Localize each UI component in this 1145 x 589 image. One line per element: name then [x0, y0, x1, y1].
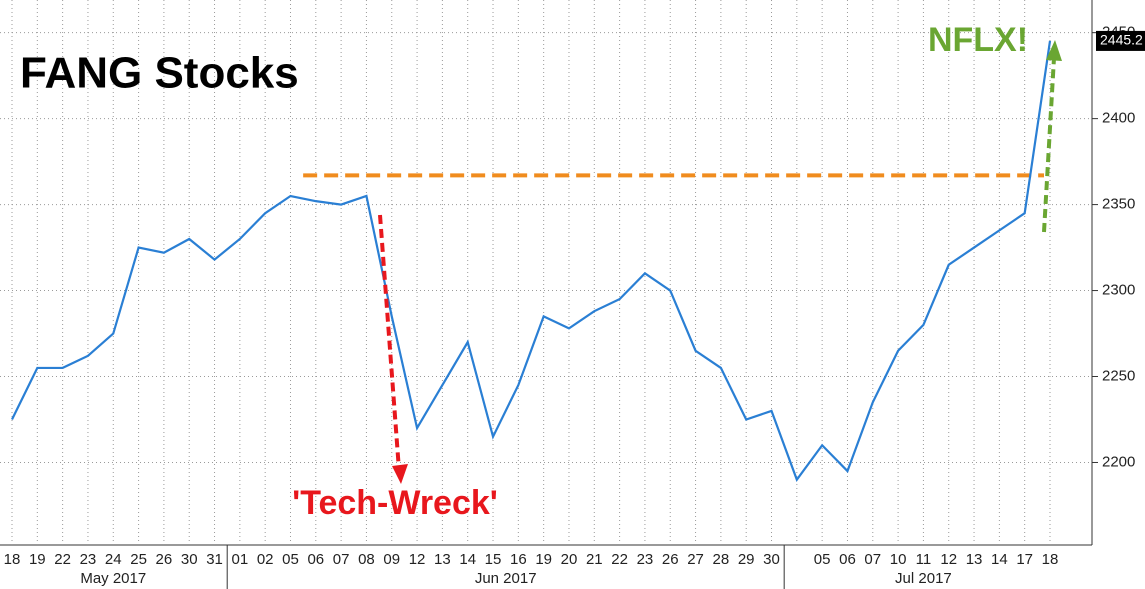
last-value-label: 2445.2 [1100, 32, 1143, 48]
x-tick-label: 24 [105, 551, 122, 568]
x-tick-label: 13 [966, 551, 983, 568]
month-label: May 2017 [80, 570, 146, 587]
y-tick-label: 2250 [1102, 367, 1135, 384]
tech-wreck-arrow [378, 214, 401, 471]
chart-title: FANG Stocks [20, 49, 299, 98]
x-tick-label: 12 [409, 551, 426, 568]
x-tick-label: 17 [1016, 551, 1033, 568]
x-tick-label: 31 [206, 551, 223, 568]
x-tick-label: 13 [434, 551, 451, 568]
y-tick-label: 2350 [1102, 196, 1135, 213]
x-tick-label: 28 [713, 551, 730, 568]
annotation: NFLX! [928, 21, 1028, 59]
x-tick-label: 05 [282, 551, 299, 568]
x-tick-label: 08 [358, 551, 375, 568]
x-tick-label: 14 [991, 551, 1008, 568]
x-tick-label: 02 [257, 551, 274, 568]
x-tick-label: 09 [383, 551, 400, 568]
x-tick-label: 06 [839, 551, 856, 568]
x-tick-label: 15 [485, 551, 502, 568]
x-tick-label: 12 [940, 551, 957, 568]
x-tick-label: 11 [916, 551, 932, 568]
annotation: 'Tech-Wreck' [292, 484, 498, 522]
x-tick-label: 10 [890, 551, 907, 568]
x-tick-label: 25 [130, 551, 147, 568]
x-tick-label: 23 [80, 551, 97, 568]
x-tick-label: 06 [307, 551, 324, 568]
x-tick-label: 26 [662, 551, 679, 568]
month-label: Jul 2017 [895, 570, 952, 587]
x-tick-label: 19 [535, 551, 552, 568]
x-tick-label: 05 [814, 551, 831, 568]
x-tick-label: 22 [54, 551, 71, 568]
x-tick-label: 18 [1042, 551, 1059, 568]
month-label: Jun 2017 [475, 570, 537, 587]
x-tick-label: 21 [586, 551, 603, 568]
tech-wreck-arrowhead [392, 464, 408, 484]
y-tick-label: 2400 [1102, 110, 1135, 127]
x-tick-label: 01 [232, 551, 249, 568]
nflx-arrowhead [1046, 40, 1062, 61]
y-tick-label: 2300 [1102, 282, 1135, 299]
x-tick-label: 19 [29, 551, 46, 568]
last-value-box [1096, 30, 1145, 51]
x-tick-label: 22 [611, 551, 628, 568]
x-tick-label: 26 [156, 551, 173, 568]
x-tick-label: 30 [763, 551, 780, 568]
y-tick-label: 2200 [1102, 453, 1135, 470]
x-tick-label: 16 [510, 551, 527, 568]
x-tick-label: 29 [738, 551, 755, 568]
x-tick-label: 07 [333, 551, 350, 568]
x-tick-label: 14 [459, 551, 476, 568]
x-tick-label: 07 [864, 551, 881, 568]
x-tick-label: 27 [687, 551, 704, 568]
x-tick-label: 18 [4, 551, 21, 568]
x-tick-label: 20 [561, 551, 578, 568]
x-tick-label: 23 [637, 551, 654, 568]
nflx-arrow [1042, 57, 1056, 233]
price-line [11, 40, 1052, 482]
x-tick-label: 30 [181, 551, 198, 568]
